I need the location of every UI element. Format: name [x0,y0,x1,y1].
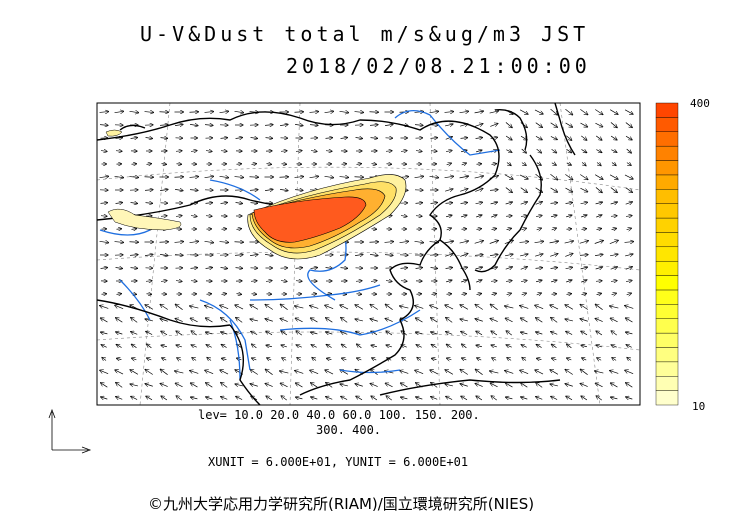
colorbar-max-label: 400 [690,97,710,110]
colorbar-swatch [655,376,679,391]
colorbar-swatch [655,131,679,147]
colorbar-swatch [655,189,679,204]
colorbar-swatch [655,318,679,334]
colorbar-swatch [655,332,679,348]
colorbar-swatch [655,117,679,132]
colorbar-swatch [655,246,679,262]
colorbar [655,102,679,406]
coastlines [97,103,576,405]
rivers [99,110,501,381]
colorbar-swatch [655,361,679,377]
colorbar-swatch [655,275,679,291]
colorbar-swatch [655,232,679,248]
contour-levels-line1: lev= 10.0 20.0 40.0 60.0 100. 150. 200. [198,408,480,422]
colorbar-swatch [655,145,679,161]
colorbar-swatch [655,304,679,319]
map-datetime: 2018/02/08.21:00:00 [286,54,591,78]
wind-vectors [100,108,634,401]
unit-scale-text: XUNIT = 6.000E+01, YUNIT = 6.000E+01 [208,455,469,469]
map-title: U-V&Dust total m/s&ug/m3 JST [140,22,590,46]
axis-indicator [48,408,92,454]
colorbar-min-label: 10 [692,400,706,413]
dust-plume [105,129,407,260]
contour-levels-line2: 300. 400. [316,423,382,437]
graticule [97,103,640,405]
colorbar-swatch [655,174,679,190]
colorbar-swatch [655,289,679,305]
colorbar-swatch [655,347,679,363]
colorbar-swatch [655,160,679,176]
colorbar-swatch [655,217,679,233]
colorbar-swatch [655,390,679,406]
colorbar-swatch [655,260,679,276]
colorbar-swatch [655,203,679,219]
copyright-credit: ©九州大学応用力学研究所(RIAM)/国立環境研究所(NIES) [148,495,535,513]
map-frame [96,102,641,406]
colorbar-swatch [655,102,679,118]
